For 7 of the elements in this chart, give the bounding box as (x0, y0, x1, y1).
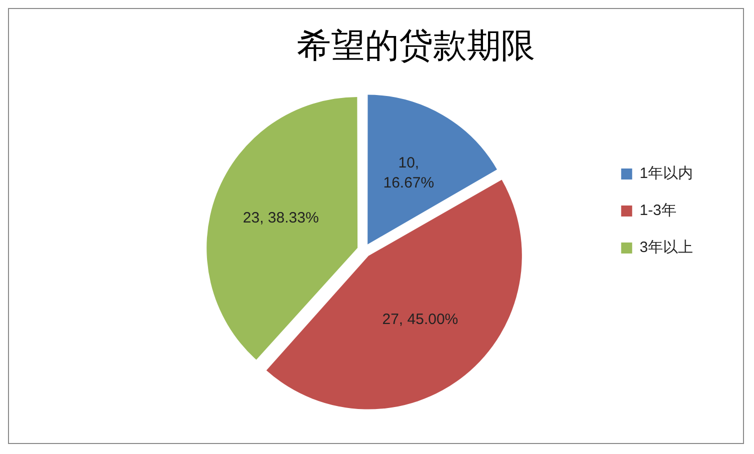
legend-label: 1年以内 (640, 165, 693, 182)
legend-label: 3年以上 (640, 239, 693, 256)
chart-title: 希望的贷款期限 (297, 26, 535, 65)
data-label: 10, 16.67% (383, 154, 434, 192)
data-label: 23, 38.33% (242, 210, 319, 227)
data-label: 27, 45.00% (382, 310, 458, 328)
legend-label: 1-3年 (640, 202, 676, 220)
